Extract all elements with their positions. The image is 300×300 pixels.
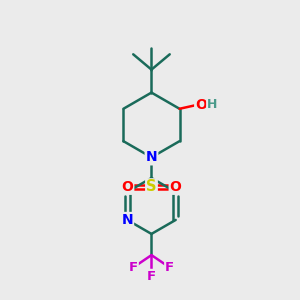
Text: F: F bbox=[147, 270, 156, 283]
Text: N: N bbox=[146, 150, 157, 164]
Text: F: F bbox=[165, 261, 174, 274]
Text: F: F bbox=[129, 261, 138, 274]
Text: O: O bbox=[170, 180, 182, 194]
Text: S: S bbox=[146, 179, 157, 194]
Text: H: H bbox=[207, 98, 217, 111]
Text: O: O bbox=[122, 180, 133, 194]
Text: O: O bbox=[195, 98, 207, 112]
Text: N: N bbox=[122, 213, 133, 227]
